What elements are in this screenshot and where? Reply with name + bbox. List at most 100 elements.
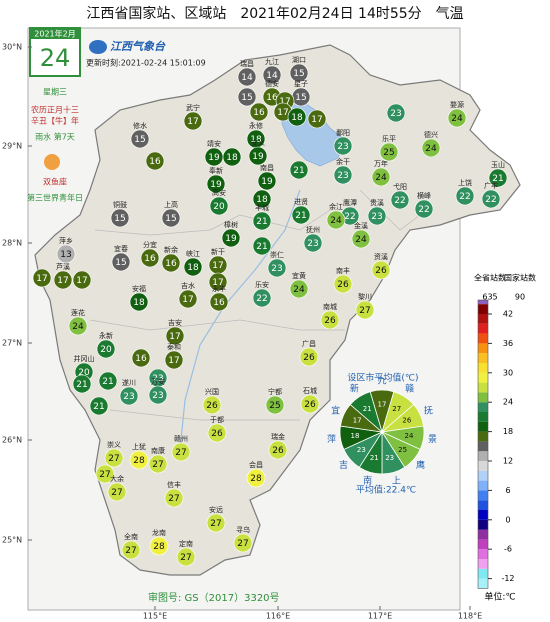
station-value: 18: [187, 263, 199, 273]
station-marker: [95, 464, 115, 484]
station-name: 南城: [323, 302, 337, 311]
station-marker: [207, 423, 227, 443]
title: 江西省国家站、区域站 2021年02月24日 14时55分 气温: [86, 5, 463, 22]
station-name: 安义: [251, 138, 265, 147]
colorbar-tick-label: 24: [503, 398, 513, 407]
station-name: 横峰: [417, 191, 431, 200]
station-name: 信丰: [167, 480, 181, 489]
station-value: 13: [60, 250, 71, 260]
station-name: 泰和: [167, 342, 181, 351]
station-name: 南康: [151, 446, 165, 455]
station-value: 22: [394, 196, 405, 206]
station-value: 23: [152, 374, 163, 384]
station-value: 18: [250, 135, 262, 145]
station-name: 资溪: [374, 252, 388, 261]
station-marker: [206, 174, 226, 194]
station-name: 万安: [151, 377, 165, 386]
pie-value: 21: [370, 454, 379, 462]
station-value: 27: [175, 448, 186, 458]
pie-category: 鹰: [416, 459, 425, 471]
lat-label: 29°N: [2, 142, 22, 151]
station-marker: [414, 199, 434, 219]
station-marker: [386, 103, 406, 123]
station-marker: [183, 111, 203, 131]
colorbar-bin: [478, 539, 488, 550]
city-pie: 17 九 27 赣 26 抚 24 景 25 鹰 23 上 21 南 23 吉 18 萍 17 宜 21 新: [327, 376, 437, 487]
colorbar-unit: 单位:℃: [484, 591, 515, 603]
station-marker: [252, 288, 272, 308]
station-name: 崇义: [107, 441, 121, 449]
station-marker: [320, 310, 340, 330]
lat-label: 25°N: [2, 536, 22, 545]
station-marker: [351, 229, 371, 249]
station-value: 26: [303, 353, 315, 363]
pie-value: 27: [392, 405, 401, 413]
calendar-weekday: 星期三: [43, 88, 67, 97]
station-value: 23: [371, 212, 382, 222]
station-name: 婺源: [450, 100, 464, 109]
colorbar-bin: [478, 441, 488, 452]
calendar: 2021年2月 24 星期三 农历正月十三 辛丑【牛】年 雨水 第7天 双鱼座 …: [27, 27, 83, 203]
colorbar-tick-label: -12: [501, 574, 514, 583]
station-value: 22: [459, 192, 470, 202]
colorbar-bin: [478, 470, 488, 481]
logo-icon: [89, 40, 107, 54]
station-name: 丰城: [255, 203, 269, 212]
station-marker: [129, 292, 149, 312]
station-name: 奉新: [209, 166, 223, 175]
station-marker: [209, 292, 229, 312]
station-value: 24: [425, 144, 437, 154]
lat-label: 30°N: [2, 43, 22, 52]
station-marker: [107, 482, 127, 502]
calendar-year: 辛丑【牛】年: [31, 116, 79, 126]
station-marker: [300, 394, 320, 414]
station-name: 星子: [294, 80, 308, 88]
station-value: 18: [226, 153, 238, 163]
station-value: 27: [152, 460, 163, 470]
pie-mean: 平均值:22.4℃: [356, 484, 416, 496]
station-marker: [72, 374, 92, 394]
station-name: 萍乡: [59, 236, 73, 245]
station-value: 14: [241, 73, 253, 83]
colorbar-tick-label: 36: [503, 339, 513, 348]
station-value: 17: [187, 117, 198, 127]
station-value: 23: [337, 142, 348, 152]
station-marker: [131, 348, 151, 368]
station-value: 17: [277, 108, 288, 118]
station-marker: [291, 205, 311, 225]
national-count: 90: [515, 293, 525, 302]
station-value: 17: [279, 97, 290, 107]
pie-category: 宜: [331, 404, 340, 416]
station-marker: [262, 65, 282, 85]
station-value: 15: [293, 69, 304, 79]
station-value: 15: [115, 258, 126, 268]
station-name: 峡江: [186, 249, 200, 258]
station-marker: [32, 268, 52, 288]
station-name: 大余: [110, 474, 124, 483]
station-value: 22: [256, 294, 267, 304]
station-value: 23: [271, 264, 282, 274]
station-marker: [268, 440, 288, 460]
station-name: 宜黄: [292, 271, 306, 280]
station-name: 宁都: [268, 387, 282, 396]
station-value: 26: [304, 400, 316, 410]
station-marker: [183, 257, 203, 277]
lon-label: 115°E: [143, 612, 167, 621]
station-name: 莲花: [71, 308, 85, 317]
station-name: 樟树: [224, 220, 238, 229]
station-name: 武宁: [186, 103, 200, 112]
station-marker: [68, 316, 88, 336]
station-name: 乐平: [382, 134, 396, 143]
calendar-header: [30, 28, 80, 39]
colorbar-bin: [478, 382, 488, 393]
station-value: 21: [293, 166, 304, 176]
station-marker: [488, 168, 508, 188]
pie-value: 25: [398, 446, 407, 454]
station-name: 新余: [164, 245, 178, 254]
station-value: 19: [208, 153, 220, 163]
station-name: 南丰: [336, 266, 350, 275]
station-name: 乐安: [255, 280, 269, 289]
station-value: 19: [210, 180, 222, 190]
station-marker: [299, 347, 319, 367]
